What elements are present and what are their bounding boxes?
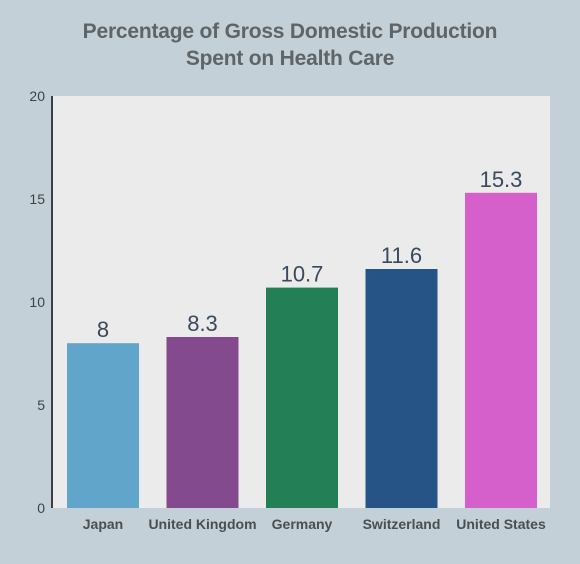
y-tick-label: 5 bbox=[37, 397, 45, 413]
category-label: Switzerland bbox=[363, 516, 441, 532]
y-tick-label: 20 bbox=[29, 88, 45, 104]
category-label: United States bbox=[456, 516, 546, 532]
y-tick-label: 0 bbox=[37, 500, 45, 516]
chart-title-line-1: Percentage of Gross Domestic Production bbox=[82, 20, 498, 43]
bar-switzerland bbox=[365, 269, 438, 508]
chart-title-line-2: Spent on Health Care bbox=[185, 47, 395, 70]
y-tick-label: 15 bbox=[29, 191, 45, 207]
category-label: Japan bbox=[83, 516, 123, 532]
y-axis-ticks: 0 5 10 15 20 bbox=[29, 88, 45, 516]
value-label: 8 bbox=[97, 317, 109, 342]
value-labels: 8 8.3 10.7 11.6 15.3 bbox=[97, 167, 523, 342]
category-label: United Kingdom bbox=[148, 516, 256, 532]
category-labels: Japan United Kingdom Germany Switzerland Uni… bbox=[83, 516, 546, 532]
chart-title: Percentage of Gross Domestic Production … bbox=[0, 18, 580, 72]
bar-united-states bbox=[465, 192, 537, 509]
value-label: 15.3 bbox=[480, 167, 523, 192]
category-label: Germany bbox=[272, 516, 333, 532]
y-tick-label: 10 bbox=[29, 294, 45, 310]
bar-japan bbox=[67, 343, 139, 508]
bar-united-kingdom bbox=[166, 337, 239, 508]
bar-germany bbox=[266, 287, 338, 508]
value-label: 10.7 bbox=[281, 262, 324, 287]
value-label: 8.3 bbox=[187, 311, 218, 336]
bars bbox=[67, 192, 537, 509]
value-label: 11.6 bbox=[381, 243, 422, 268]
